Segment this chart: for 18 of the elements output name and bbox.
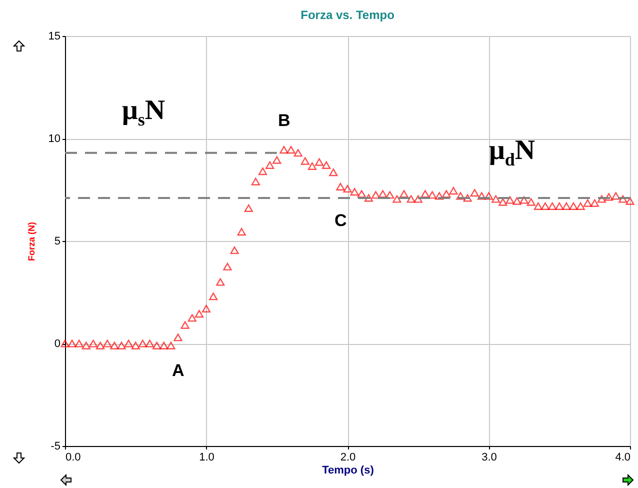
y-tick-label: 10: [48, 133, 60, 145]
ref-line-label: μ$_{d}$N: [489, 134, 536, 171]
y-tick-label: 5: [54, 236, 60, 248]
chart-title: Forza vs. Tempo: [300, 8, 394, 22]
annotation: B: [278, 110, 290, 131]
x-tick-label: 2.0: [340, 452, 356, 464]
series-label: μ$_{s}$N: [122, 94, 166, 130]
y-axis-title: Forza (N): [26, 222, 36, 261]
y-tick-label: -5: [50, 440, 60, 452]
x-tick-label: 0.0: [66, 452, 81, 464]
y-tick-label: 15: [48, 30, 60, 42]
x-tick-label: 1.0: [199, 452, 214, 464]
x-tick-label: 4.0: [615, 452, 630, 464]
x-tick-label: 3.0: [482, 452, 497, 464]
x-axis-title: Tempo (s): [322, 464, 374, 476]
annotation: C: [334, 210, 347, 231]
y-tick-label: 0: [54, 338, 60, 350]
annotation: A: [172, 361, 184, 382]
